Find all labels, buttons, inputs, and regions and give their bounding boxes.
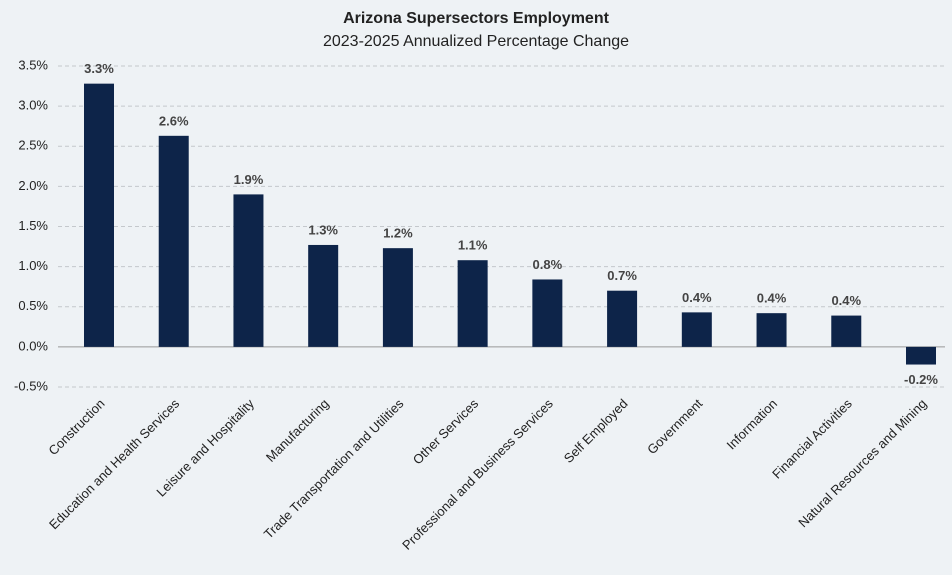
y-tick-label: 0.0% (18, 338, 48, 353)
data-label: -0.2% (904, 372, 938, 387)
bar (382, 248, 413, 347)
bar (532, 279, 563, 347)
y-tick-label: 0.5% (18, 298, 48, 313)
x-tick-label: Manufacturing (263, 396, 332, 465)
data-label: 1.1% (458, 238, 488, 253)
x-tick-label: Construction (45, 396, 107, 458)
bar (158, 135, 189, 347)
x-tick-label: Information (723, 396, 780, 453)
data-label: 3.3% (84, 61, 114, 76)
data-label: 1.3% (308, 222, 338, 237)
bar (681, 312, 712, 347)
data-label: 0.8% (533, 257, 563, 272)
y-tick-label: 1.0% (18, 258, 48, 273)
bar (308, 244, 339, 347)
y-tick-label: 1.5% (18, 218, 48, 233)
data-label: 0.4% (682, 290, 712, 305)
y-tick-label: 2.5% (18, 138, 48, 153)
y-tick-label: 3.5% (18, 57, 48, 72)
data-label: 1.2% (383, 226, 413, 241)
bar (233, 194, 264, 347)
x-tick-label: Trade Transportation and Utilities (261, 396, 407, 542)
bar (457, 260, 488, 347)
y-tick-label: 2.0% (18, 178, 48, 193)
data-label: 1.9% (234, 172, 264, 187)
bar (84, 83, 114, 347)
data-label: 0.4% (831, 293, 861, 308)
bar (607, 290, 638, 347)
chart-subtitle: 2023-2025 Annualized Percentage Change (323, 33, 629, 50)
x-tick-label: Financial Activities (769, 396, 855, 482)
x-tick-label: Natural Resources and Mining (795, 396, 929, 530)
x-tick-label: Self Employed (561, 396, 631, 466)
y-tick-label: -0.5% (14, 378, 48, 393)
x-tick-label: Professional and Business Services (399, 396, 556, 553)
y-tick-label: 3.0% (18, 98, 48, 113)
data-label: 0.7% (607, 268, 637, 283)
data-label: 0.4% (757, 291, 787, 306)
data-label: 2.6% (159, 113, 189, 128)
chart-title: Arizona Supersectors Employment (343, 10, 610, 27)
bar (831, 315, 862, 347)
bar (906, 346, 936, 365)
x-tick-label: Other Services (410, 396, 482, 468)
x-tick-label: Education and Health Services (46, 396, 183, 533)
x-tick-label: Government (644, 396, 705, 457)
bar (756, 313, 787, 347)
